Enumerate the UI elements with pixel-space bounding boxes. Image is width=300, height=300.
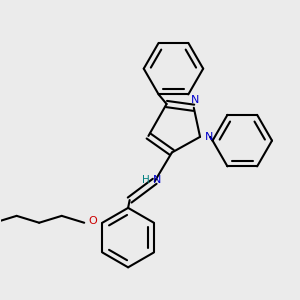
Text: N: N — [153, 175, 161, 185]
Text: N: N — [205, 132, 214, 142]
Text: O: O — [88, 216, 97, 226]
Text: H: H — [142, 175, 150, 185]
Text: N: N — [191, 95, 200, 105]
